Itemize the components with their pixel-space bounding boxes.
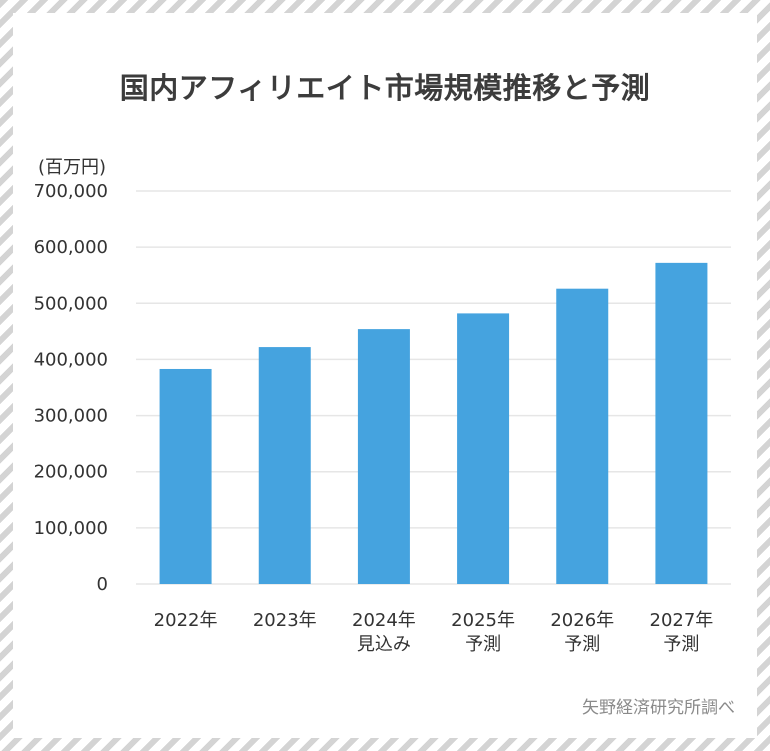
y-axis-unit-label: (百万円) bbox=[38, 157, 107, 178]
y-tick-label: 200,000 bbox=[34, 462, 108, 483]
bar bbox=[556, 288, 609, 584]
x-category-label: 予測 bbox=[564, 634, 600, 655]
x-category-label: 予測 bbox=[663, 634, 699, 655]
x-category-label: 2023年 bbox=[253, 610, 317, 631]
bar bbox=[357, 329, 410, 584]
bar bbox=[159, 368, 212, 584]
x-category-label: 見込み bbox=[357, 634, 411, 655]
x-category-label: 2027年 bbox=[650, 610, 714, 631]
y-tick-label: 100,000 bbox=[34, 518, 108, 539]
x-category-label: 2024年 bbox=[352, 610, 416, 631]
y-tick-label: 500,000 bbox=[34, 293, 108, 314]
x-category-label: 2025年 bbox=[451, 610, 515, 631]
bar bbox=[655, 262, 708, 584]
bar bbox=[258, 347, 311, 584]
y-tick-label: 0 bbox=[97, 574, 108, 595]
chart-title: 国内アフィリエイト市場規模推移と予測 bbox=[119, 71, 651, 105]
x-category-label: 2022年 bbox=[154, 610, 218, 631]
x-category-label: 予測 bbox=[465, 634, 501, 655]
y-tick-label: 600,000 bbox=[34, 237, 108, 258]
bar-chart: 0 100,000 200,000 300,000 400,000 500,000 600,… bbox=[34, 181, 731, 655]
y-tick-label: 300,000 bbox=[34, 406, 108, 427]
y-tick-label: 700,000 bbox=[34, 181, 108, 202]
chart-card: 国内アフィリエイト市場規模推移と予測 (百万円) 矢野経済研究所調べ 0 100,… bbox=[13, 13, 757, 738]
source-note: 矢野経済研究所調べ bbox=[582, 698, 735, 718]
x-category-label: 2026年 bbox=[550, 610, 614, 631]
y-tick-label: 400,000 bbox=[34, 349, 108, 370]
bar bbox=[457, 313, 510, 584]
